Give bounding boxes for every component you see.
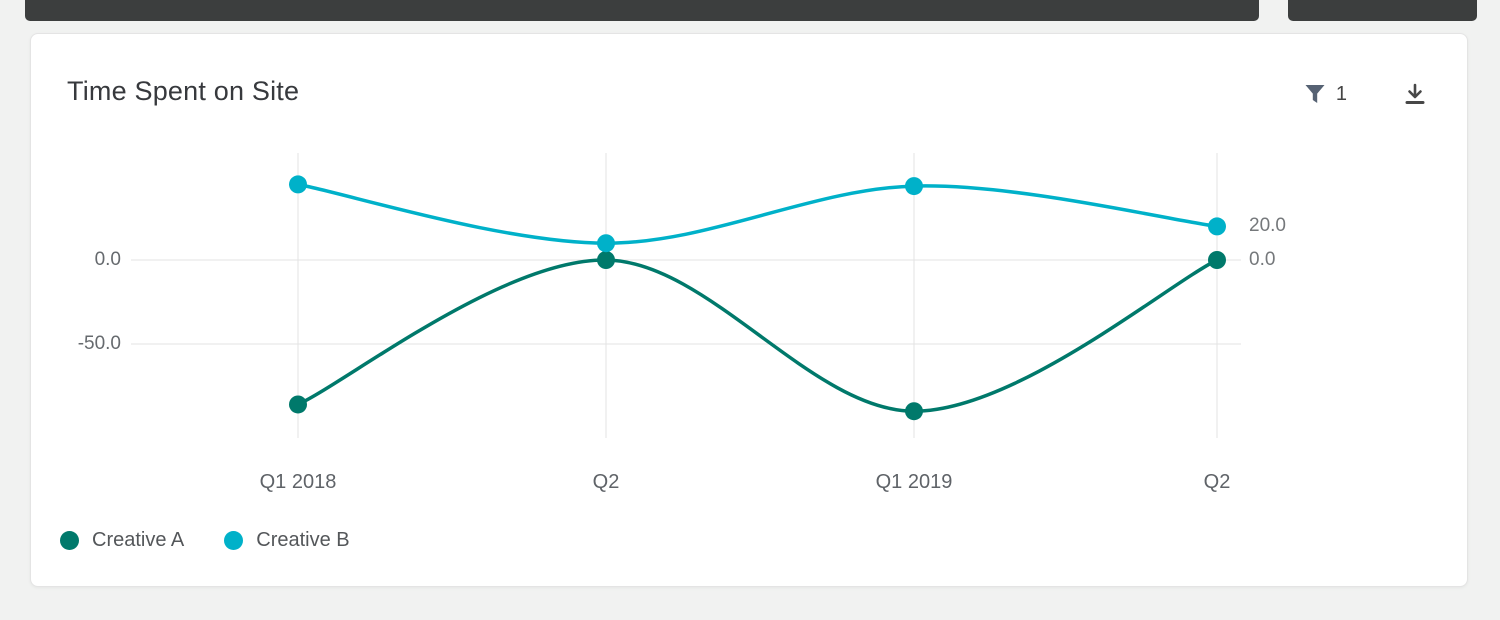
legend-label: Creative B (256, 529, 350, 551)
legend-item-creative-a[interactable]: Creative A (60, 529, 184, 552)
legend: Creative A Creative B (60, 529, 350, 552)
line-chart (131, 153, 1241, 438)
filter-icon (1305, 85, 1325, 103)
chart-toolbar: 1 (1304, 82, 1427, 106)
legend-label: Creative A (92, 529, 185, 551)
filter-button[interactable]: 1 (1304, 83, 1347, 106)
filter-count: 1 (1335, 82, 1347, 105)
y-axis-tick: 0.0 (94, 249, 121, 270)
legend-item-creative-b[interactable]: Creative B (224, 529, 350, 552)
chart-card: Time Spent on Site 1 0.0 -50.0 Q1 2018 Q… (30, 33, 1468, 587)
top-bar-left (25, 0, 1259, 21)
legend-dot (224, 531, 244, 550)
download-icon (1405, 83, 1425, 104)
top-bar-right (1288, 0, 1477, 21)
x-axis-label: Q2 (592, 471, 620, 493)
legend-dot (60, 531, 79, 550)
x-axis-label: Q1 2018 (259, 471, 337, 493)
series-end-label: 20.0 (1249, 215, 1286, 237)
x-axis-label: Q2 (1203, 471, 1231, 493)
chart-title: Time Spent on Site (67, 76, 300, 106)
y-axis-tick: -50.0 (77, 333, 121, 354)
download-button[interactable] (1403, 82, 1427, 106)
series-end-label: 0.0 (1249, 249, 1276, 270)
x-axis-label: Q1 2019 (875, 471, 953, 493)
